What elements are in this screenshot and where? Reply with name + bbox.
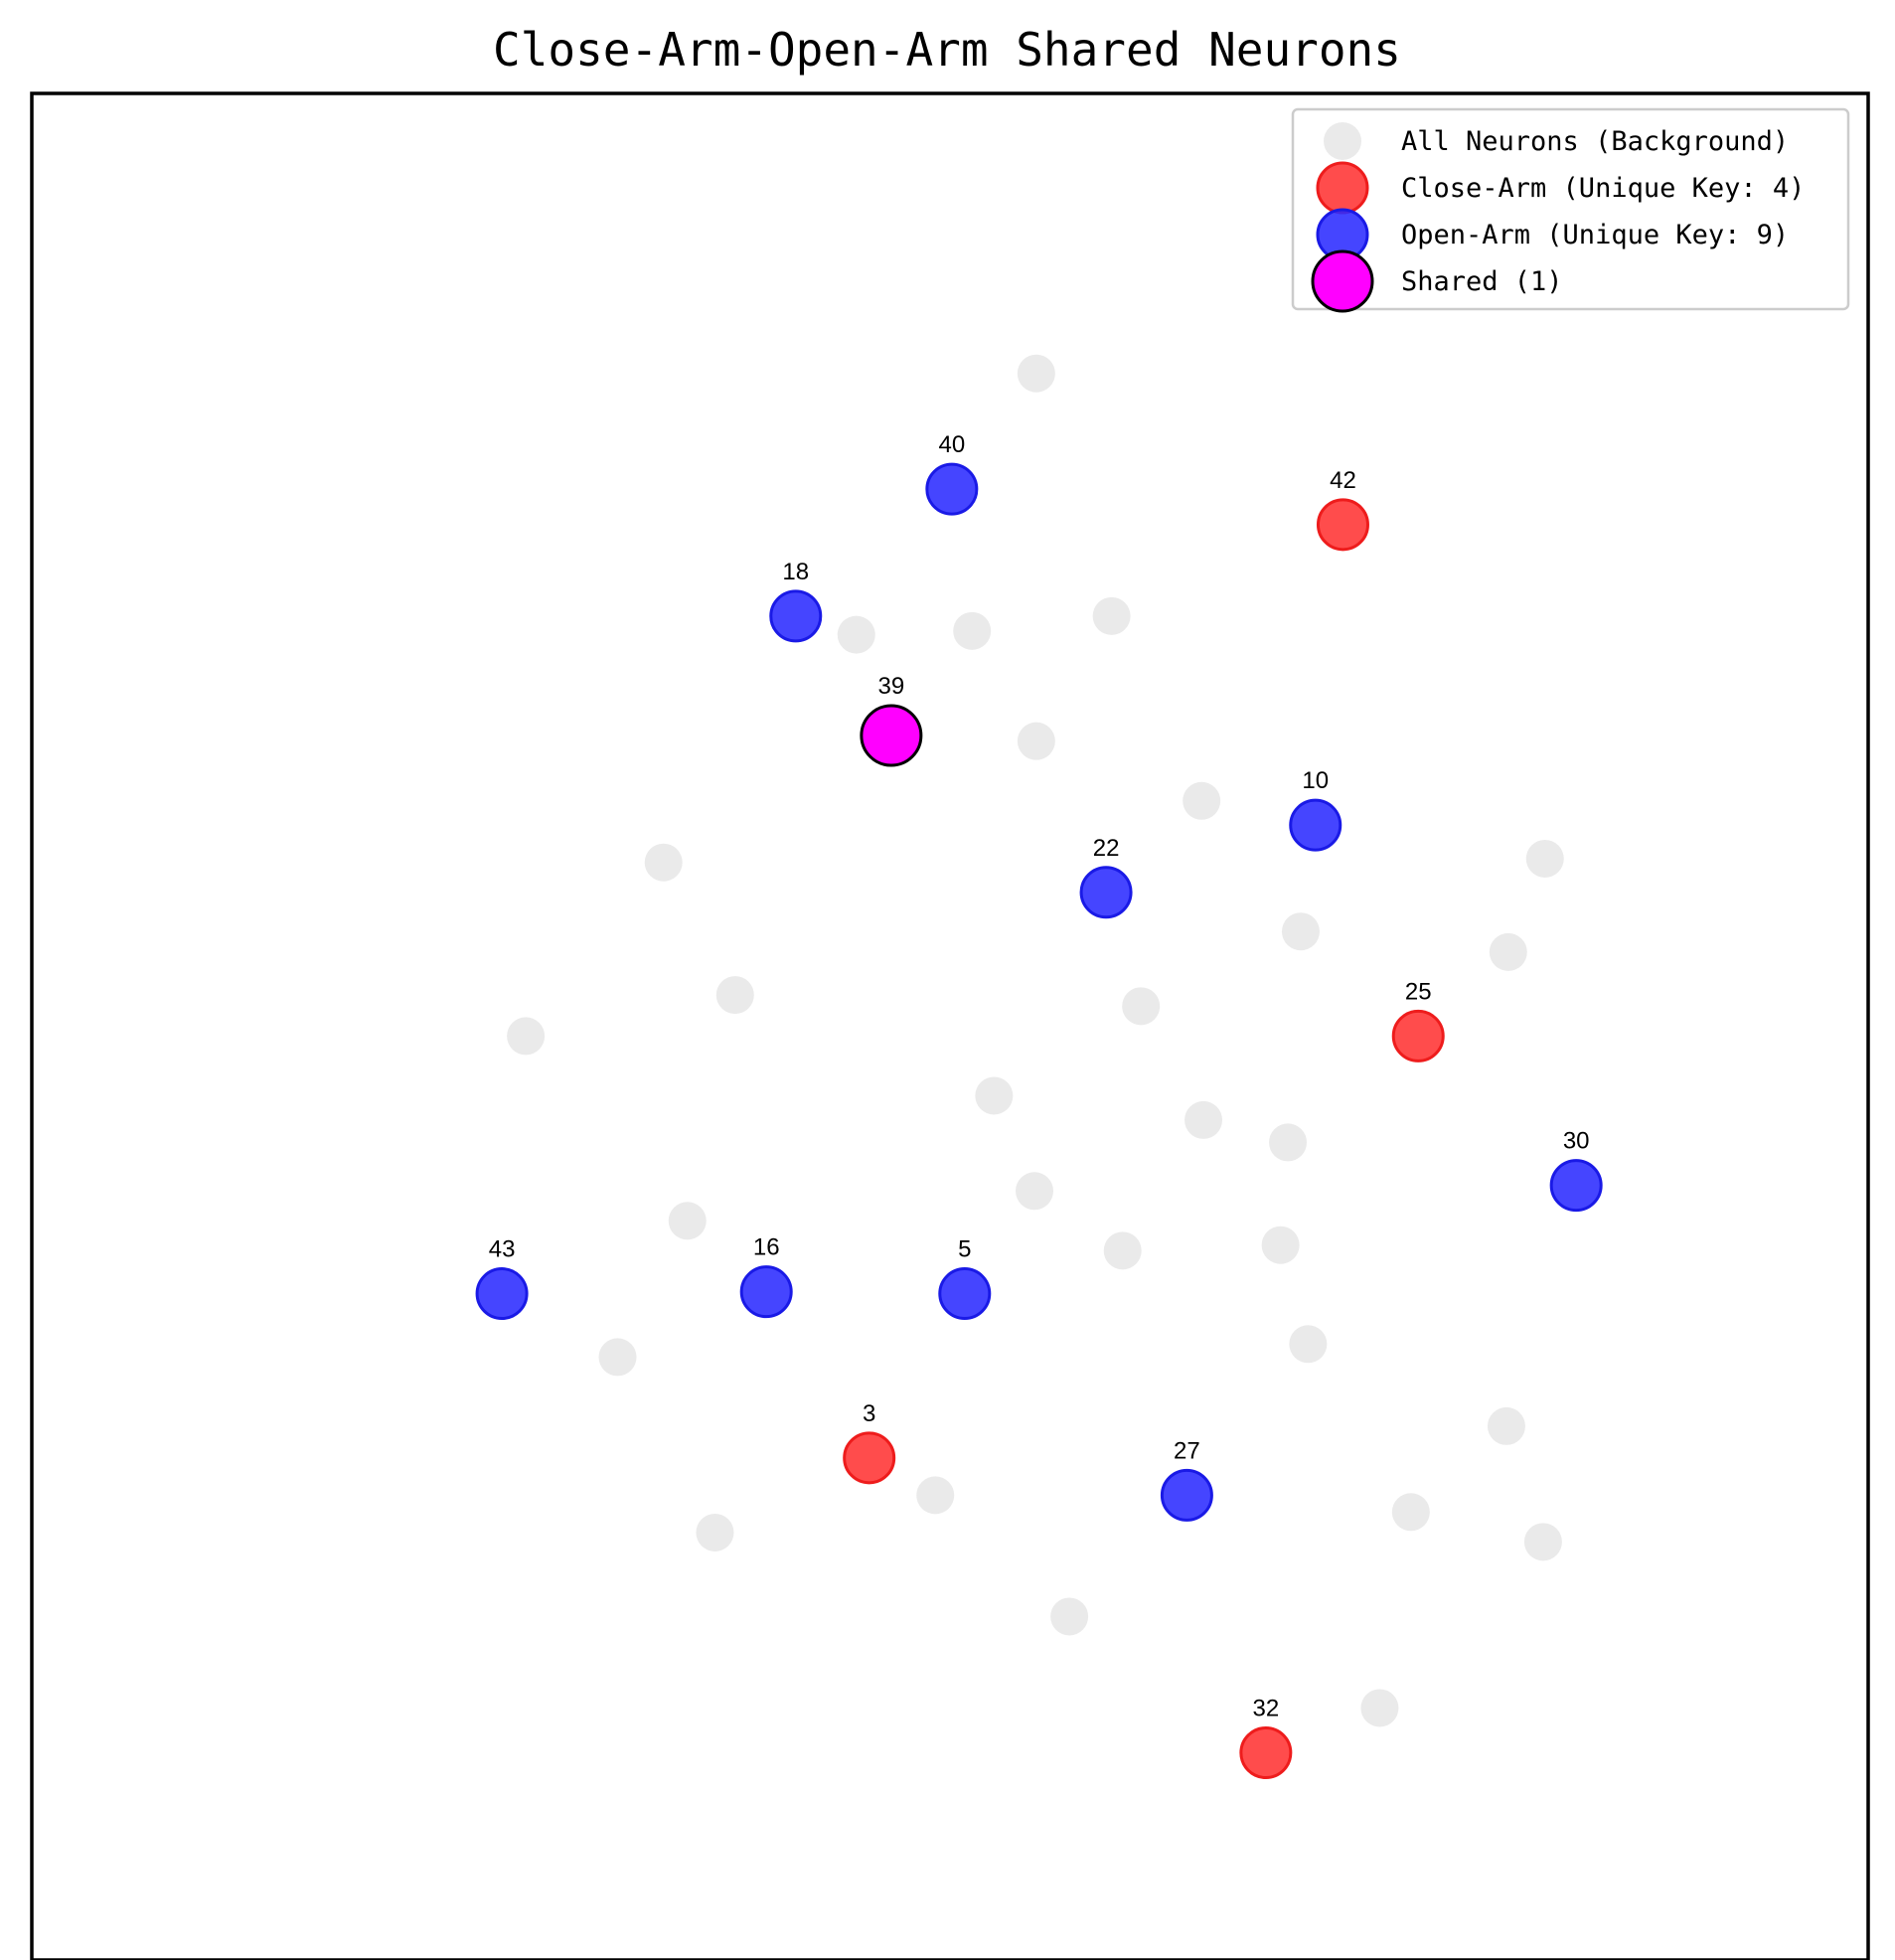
legend-label-shared: Shared (1)	[1401, 266, 1563, 297]
open-arm-point	[1289, 798, 1342, 852]
background-point	[1391, 1493, 1430, 1532]
open-arm-point	[925, 462, 979, 516]
point-label: 22	[1093, 835, 1120, 862]
points-layer: 42 25 3 32 40 18 10 22 30 43 16 5 27 39	[475, 354, 1603, 1780]
shared-point	[860, 704, 923, 767]
legend: All Neurons (Background) Close-Arm (Uniqu…	[1291, 107, 1850, 313]
background-point	[975, 1076, 1014, 1115]
open-arm-point	[938, 1267, 992, 1321]
background-point	[1523, 1523, 1562, 1561]
background-point	[1487, 1406, 1525, 1445]
background-point	[1525, 839, 1564, 878]
legend-marker-background	[1324, 122, 1361, 160]
legend-marker-close-arm	[1316, 161, 1369, 215]
point-label: 10	[1302, 767, 1329, 794]
background-point	[668, 1202, 707, 1240]
close-arm-point	[1391, 1009, 1445, 1062]
background-point	[1289, 1325, 1328, 1364]
close-arm-point	[1316, 498, 1369, 552]
point-label: 3	[863, 1400, 875, 1427]
open-arm-point	[475, 1267, 529, 1321]
close-arm-point	[843, 1431, 896, 1485]
open-arm-point	[1160, 1468, 1213, 1522]
background-point	[1017, 722, 1055, 760]
point-label: 30	[1563, 1128, 1590, 1155]
open-arm-point	[769, 589, 823, 643]
legend-marker-shared	[1311, 249, 1374, 313]
point-label: 25	[1405, 978, 1432, 1005]
background-point	[1261, 1225, 1300, 1264]
background-point	[1122, 987, 1161, 1026]
background-point	[1016, 1172, 1054, 1211]
legend-label-background: All Neurons (Background)	[1401, 126, 1789, 157]
point-label: 40	[938, 431, 965, 458]
plot-frame	[30, 91, 1870, 1960]
background-point	[644, 843, 683, 882]
background-point	[598, 1338, 637, 1377]
background-point	[715, 976, 754, 1015]
close-arm-point	[1239, 1726, 1293, 1780]
open-arm-point	[1549, 1159, 1603, 1213]
point-label: 27	[1174, 1437, 1200, 1464]
point-label: 5	[958, 1236, 971, 1263]
legend-label-open-arm: Open-Arm (Unique Key: 9)	[1401, 220, 1789, 250]
background-point	[1103, 1231, 1142, 1270]
point-label: 16	[753, 1234, 780, 1261]
background-point	[1050, 1597, 1089, 1636]
open-arm-point	[1079, 866, 1133, 919]
background-point	[953, 611, 992, 650]
point-label: 32	[1253, 1696, 1280, 1722]
background-point	[696, 1513, 734, 1552]
open-arm-point	[739, 1265, 793, 1319]
background-point	[837, 615, 875, 654]
background-point	[1360, 1689, 1399, 1727]
point-label: 43	[489, 1236, 516, 1263]
background-point	[1183, 781, 1221, 820]
point-label: 18	[782, 559, 809, 585]
background-point	[1269, 1123, 1308, 1162]
background-point	[1489, 932, 1527, 971]
chart-title: Close-Arm-Open-Arm Shared Neurons	[493, 23, 1401, 77]
point-label: 39	[878, 673, 905, 700]
legend-label-close-arm: Close-Arm (Unique Key: 4)	[1401, 173, 1805, 204]
background-point	[1017, 354, 1055, 393]
background-point	[916, 1476, 955, 1515]
legend-box	[1291, 107, 1850, 311]
background-point	[1092, 596, 1131, 635]
background-point	[1184, 1100, 1223, 1139]
background-point	[1281, 912, 1320, 951]
point-label: 42	[1330, 467, 1356, 494]
background-point	[507, 1017, 546, 1056]
